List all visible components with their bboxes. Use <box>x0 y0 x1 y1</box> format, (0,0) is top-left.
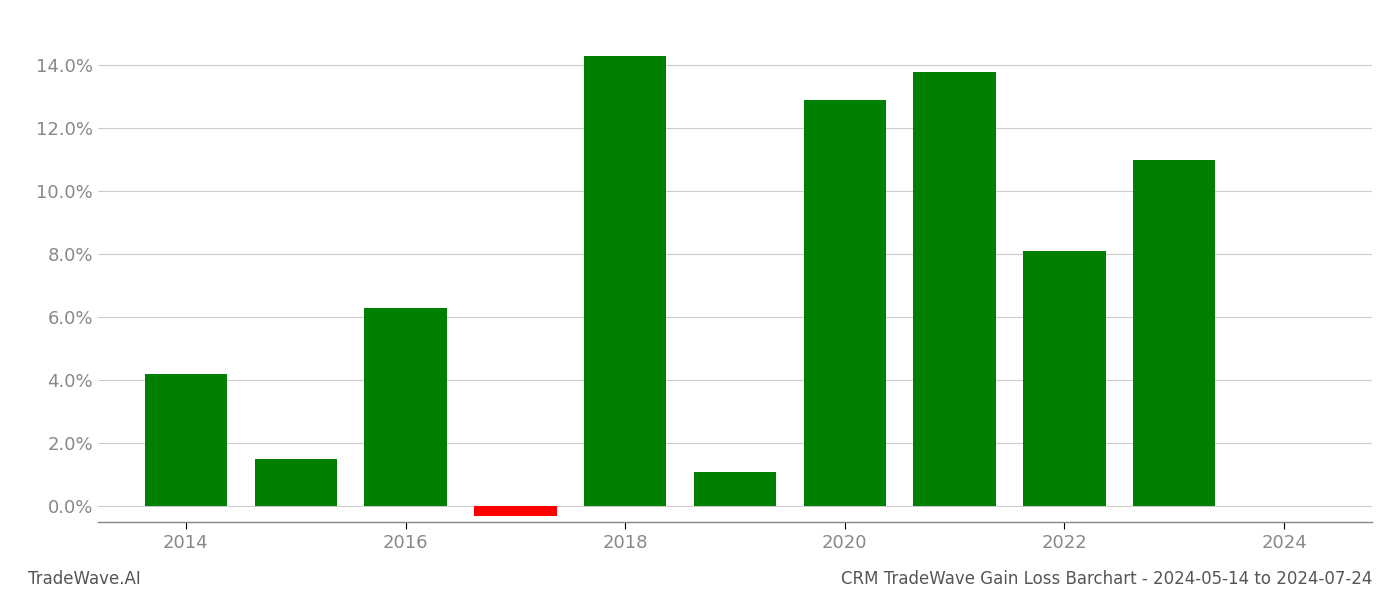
Text: TradeWave.AI: TradeWave.AI <box>28 570 141 588</box>
Bar <box>1133 160 1215 506</box>
Bar <box>475 506 557 515</box>
Bar <box>804 100 886 506</box>
Bar <box>144 374 227 506</box>
Bar <box>364 308 447 506</box>
Bar <box>255 459 337 506</box>
Bar <box>913 71 995 506</box>
Bar <box>694 472 776 506</box>
Bar <box>584 56 666 506</box>
Text: CRM TradeWave Gain Loss Barchart - 2024-05-14 to 2024-07-24: CRM TradeWave Gain Loss Barchart - 2024-… <box>840 570 1372 588</box>
Bar <box>1023 251 1106 506</box>
